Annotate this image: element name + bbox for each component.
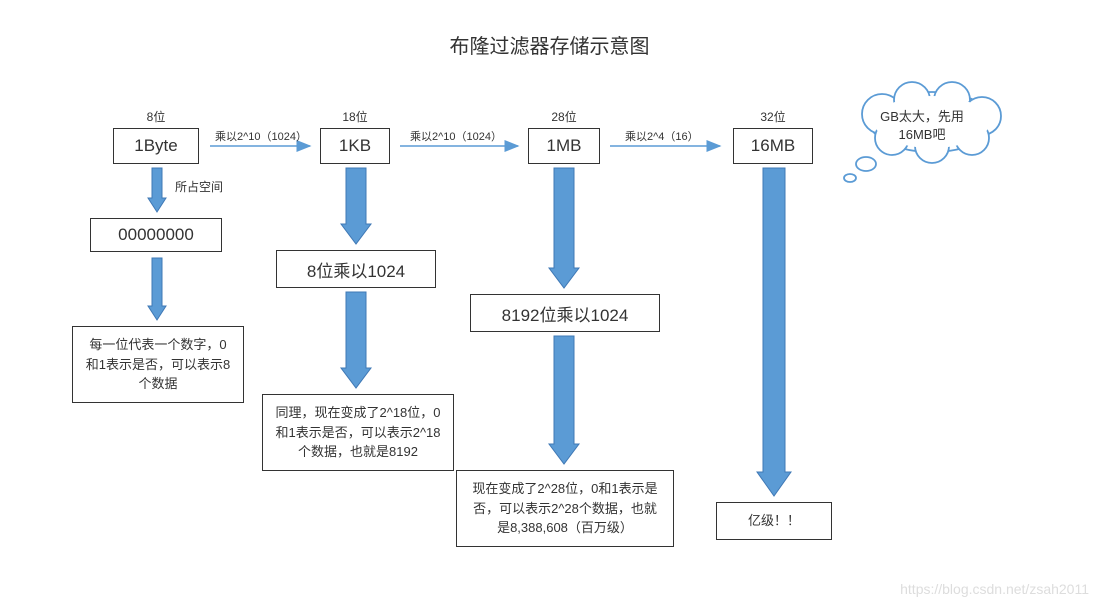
down-arrow-16mb [757, 168, 791, 496]
box-mb-mid: 8192位乘以1024 [470, 294, 660, 332]
down-arrow-mb-2 [549, 336, 579, 464]
box-bitstring: 00000000 [90, 218, 222, 252]
desc-kb: 同理，现在变成了2^18位，0和1表示是否，可以表示2^18个数据，也就是819… [262, 394, 454, 471]
h-arrow-label-3: 乘以2^4（16） [625, 128, 699, 144]
desc-16mb: 亿级！！ [716, 502, 832, 540]
bubble-text: GB太大，先用16MB吧 [872, 108, 972, 144]
desc-byte: 每一位代表一个数字，0和1表示是否，可以表示8个数据 [72, 326, 244, 403]
down-arrow-byte-2 [148, 258, 168, 320]
h-arrow-label-2: 乘以2^10（1024） [410, 128, 502, 144]
desc-mb: 现在变成了2^28位，0和1表示是否，可以表示2^28个数据，也就是8,388,… [456, 470, 674, 547]
down-arrow-kb-2 [341, 292, 371, 388]
box-kb-mid: 8位乘以1024 [276, 250, 436, 288]
down-arrow-mb-1 [549, 168, 579, 288]
down-arrow-byte-1 [148, 168, 168, 212]
space-label: 所占空间 [175, 178, 223, 195]
down-arrow-kb-1 [341, 168, 371, 244]
h-arrow-label-1: 乘以2^10（1024） [215, 128, 307, 144]
